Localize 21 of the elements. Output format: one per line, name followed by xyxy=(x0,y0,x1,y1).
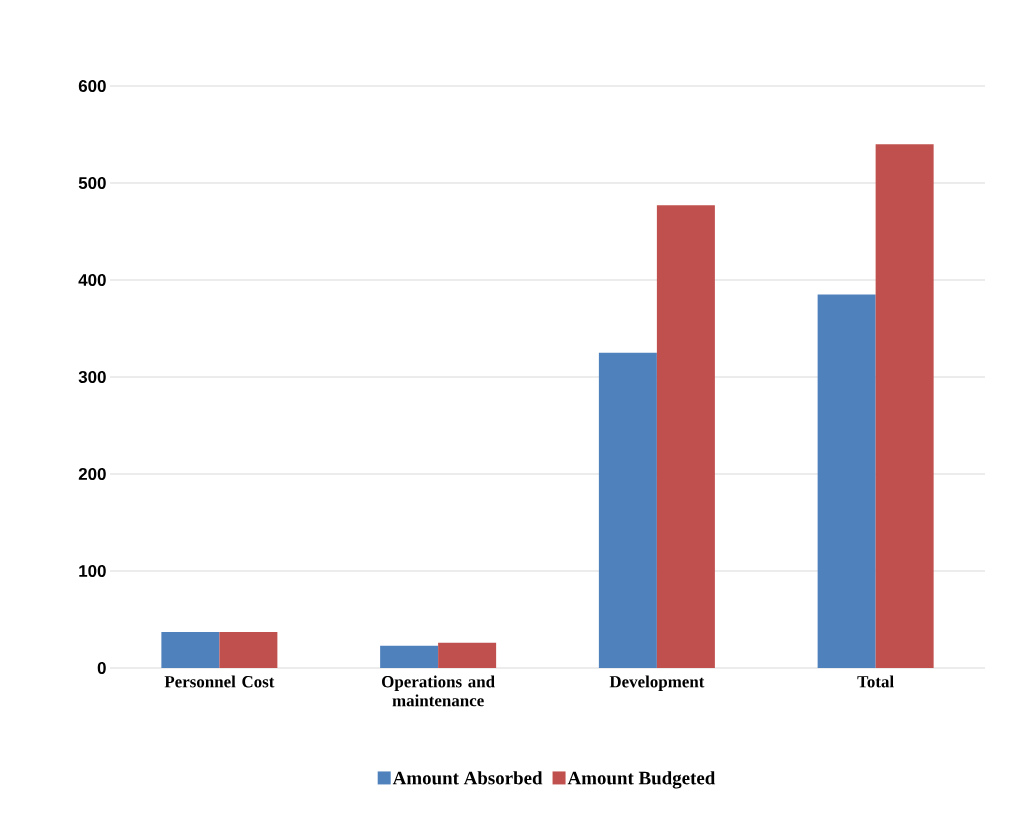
x-tick-label: Operations and maintenance xyxy=(382,675,495,707)
bar xyxy=(219,632,278,668)
y-tick-label: 500 xyxy=(78,177,106,189)
bar xyxy=(598,352,657,668)
y-tick-label: 400 xyxy=(78,274,106,286)
x-tick-label: Development xyxy=(609,675,705,691)
bar xyxy=(817,294,876,668)
bar xyxy=(380,645,439,668)
bar xyxy=(438,642,497,668)
bar xyxy=(875,144,934,668)
y-tick-label: 300 xyxy=(78,370,106,383)
y-tick-label: 600 xyxy=(78,80,106,92)
x-tick-label: Personnel Cost xyxy=(164,675,275,688)
legend-label: Amount Budgeted xyxy=(567,771,716,789)
x-tick-label: Total xyxy=(857,675,894,688)
y-tick-label: 200 xyxy=(78,468,106,480)
bar xyxy=(161,632,220,668)
y-tick-label: 0 xyxy=(97,662,106,674)
y-tick-label: 100 xyxy=(79,565,106,577)
legend-label: Amount Absorbed xyxy=(392,771,543,785)
bar xyxy=(656,205,715,668)
